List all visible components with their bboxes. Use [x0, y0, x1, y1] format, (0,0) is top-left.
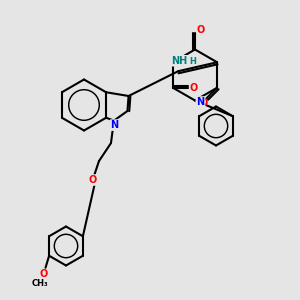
Text: O: O — [89, 175, 97, 185]
Text: H: H — [190, 57, 196, 66]
Text: N: N — [110, 120, 118, 130]
Text: N: N — [196, 97, 205, 107]
Text: O: O — [189, 83, 197, 93]
Text: O: O — [40, 269, 48, 279]
Text: O: O — [196, 25, 205, 35]
Text: NH: NH — [171, 56, 188, 66]
Text: CH₃: CH₃ — [31, 279, 48, 288]
Text: O: O — [200, 98, 208, 108]
